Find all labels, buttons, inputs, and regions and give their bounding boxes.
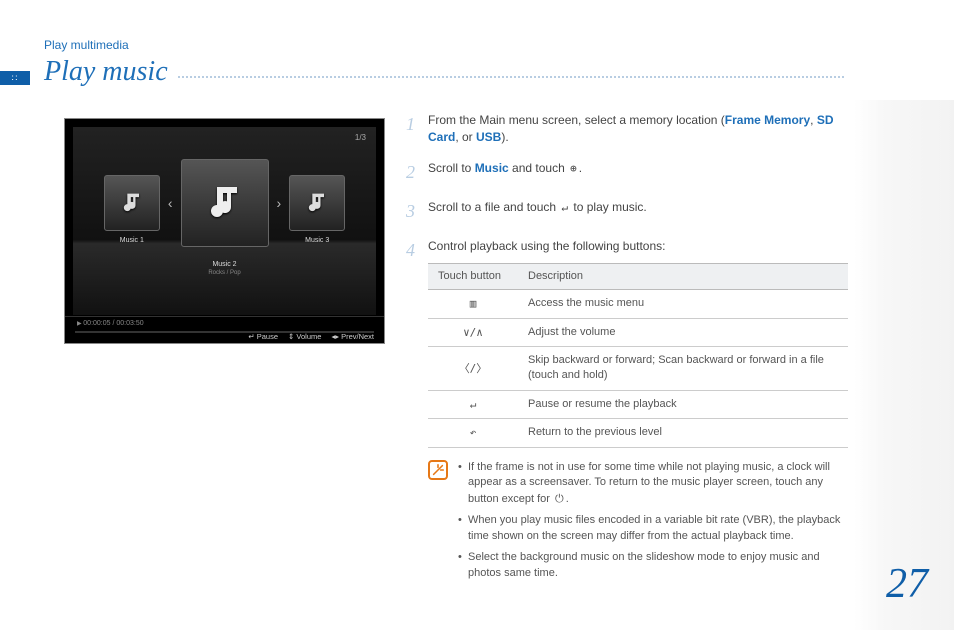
note-item: Select the background music on the slide… (458, 550, 848, 582)
music-note-icon (303, 189, 331, 217)
row-desc: Skip backward or forward; Scan backward … (518, 346, 848, 390)
step-number: 1 (406, 112, 418, 146)
skip-icon: 〈/〉 (428, 346, 518, 390)
link-music[interactable]: Music (475, 161, 509, 175)
album-prev: Music 1 (104, 175, 160, 231)
page-side-tab: ∷ (0, 71, 30, 85)
step-4: 4 Control playback using the following b… (406, 238, 846, 587)
album-current: Music 2 Rocks / Pop (181, 159, 269, 247)
table-row: 〈/〉Skip backward or forward; Scan backwa… (428, 346, 848, 390)
return-icon: ↶ (428, 419, 518, 447)
device-screenshot: 1/3 Music 1 ‹ Music 2 Rocks / Pop › Musi… (64, 118, 385, 344)
step-number: 2 (406, 160, 418, 185)
volume-hint: ⇕ Volume (288, 332, 321, 341)
note-icon (428, 460, 448, 480)
tab-dots-icon: ∷ (12, 73, 19, 84)
album-label: Music 1 (105, 237, 159, 244)
album-label: Music 3 (290, 237, 344, 244)
note-list: If the frame is not in use for some time… (458, 460, 848, 587)
step-number: 3 (406, 199, 418, 224)
step-body: From the Main menu screen, select a memo… (428, 112, 846, 146)
page-number: 27 (886, 560, 928, 608)
step-body: Scroll to Music and touch ⊕. (428, 160, 846, 185)
breadcrumb: Play multimedia (44, 38, 129, 52)
row-desc: Pause or resume the playback (518, 390, 848, 418)
screenshot-bottom-bar: 00:00:05 / 00:03:50 ↵ Pause ⇕ Volume ◂▸ … (65, 316, 384, 343)
table-header-description: Description (518, 263, 848, 289)
volume-icon: ∨/∧ (428, 318, 518, 346)
table-row: ▥Access the music menu (428, 290, 848, 318)
playback-time: 00:00:05 / 00:03:50 (77, 320, 144, 327)
link-frame-memory[interactable]: Frame Memory (725, 113, 810, 127)
prevnext-hint: ◂▸ Prev/Next (331, 332, 374, 341)
side-decoration (854, 100, 954, 630)
album-row: Music 1 ‹ Music 2 Rocks / Pop › Music 3 (73, 159, 376, 247)
controls-table: Touch button Description ▥Access the mus… (428, 263, 848, 448)
album-label: Music 2 (182, 261, 268, 268)
step-1: 1 From the Main menu screen, select a me… (406, 112, 846, 146)
step-2: 2 Scroll to Music and touch ⊕. (406, 160, 846, 185)
album-genre: Rocks / Pop (182, 270, 268, 276)
step-number: 4 (406, 238, 418, 587)
table-row: ↵Pause or resume the playback (428, 390, 848, 418)
row-desc: Adjust the volume (518, 318, 848, 346)
pause-hint: ↵ Pause (248, 332, 278, 341)
power-icon: ⏻ (553, 491, 566, 507)
table-row: ↶Return to the previous level (428, 419, 848, 447)
table-header-button: Touch button (428, 263, 518, 289)
chevron-right-icon: › (275, 195, 284, 211)
title-row: Play music (44, 56, 844, 88)
screenshot-controls: ↵ Pause ⇕ Volume ◂▸ Prev/Next (248, 332, 374, 341)
row-desc: Return to the previous level (518, 419, 848, 447)
menu-icon: ▥ (428, 290, 518, 318)
step-body: Control playback using the following but… (428, 238, 848, 587)
table-row: ∨/∧Adjust the volume (428, 318, 848, 346)
note-item: If the frame is not in use for some time… (458, 460, 848, 509)
row-desc: Access the music menu (518, 290, 848, 318)
link-usb[interactable]: USB (476, 130, 501, 144)
step-3: 3 Scroll to a file and touch ↵ to play m… (406, 199, 846, 224)
steps-column: 1 From the Main menu screen, select a me… (406, 112, 846, 601)
chevron-left-icon: ‹ (166, 195, 175, 211)
pause-icon: ↵ (428, 390, 518, 418)
music-note-icon (118, 189, 146, 217)
title-divider (178, 76, 844, 78)
note-item: When you play music files encoded in a v… (458, 513, 848, 545)
screenshot-counter: 1/3 (355, 133, 366, 142)
screenshot-inner: 1/3 Music 1 ‹ Music 2 Rocks / Pop › Musi… (73, 127, 376, 315)
album-next: Music 3 (289, 175, 345, 231)
enter-icon: ⊕ (568, 161, 579, 176)
page-title: Play music (44, 56, 168, 88)
music-note-icon (201, 179, 249, 227)
note-block: If the frame is not in use for some time… (428, 460, 848, 587)
play-icon: ↵ (559, 200, 570, 215)
step-body: Scroll to a file and touch ↵ to play mus… (428, 199, 846, 224)
